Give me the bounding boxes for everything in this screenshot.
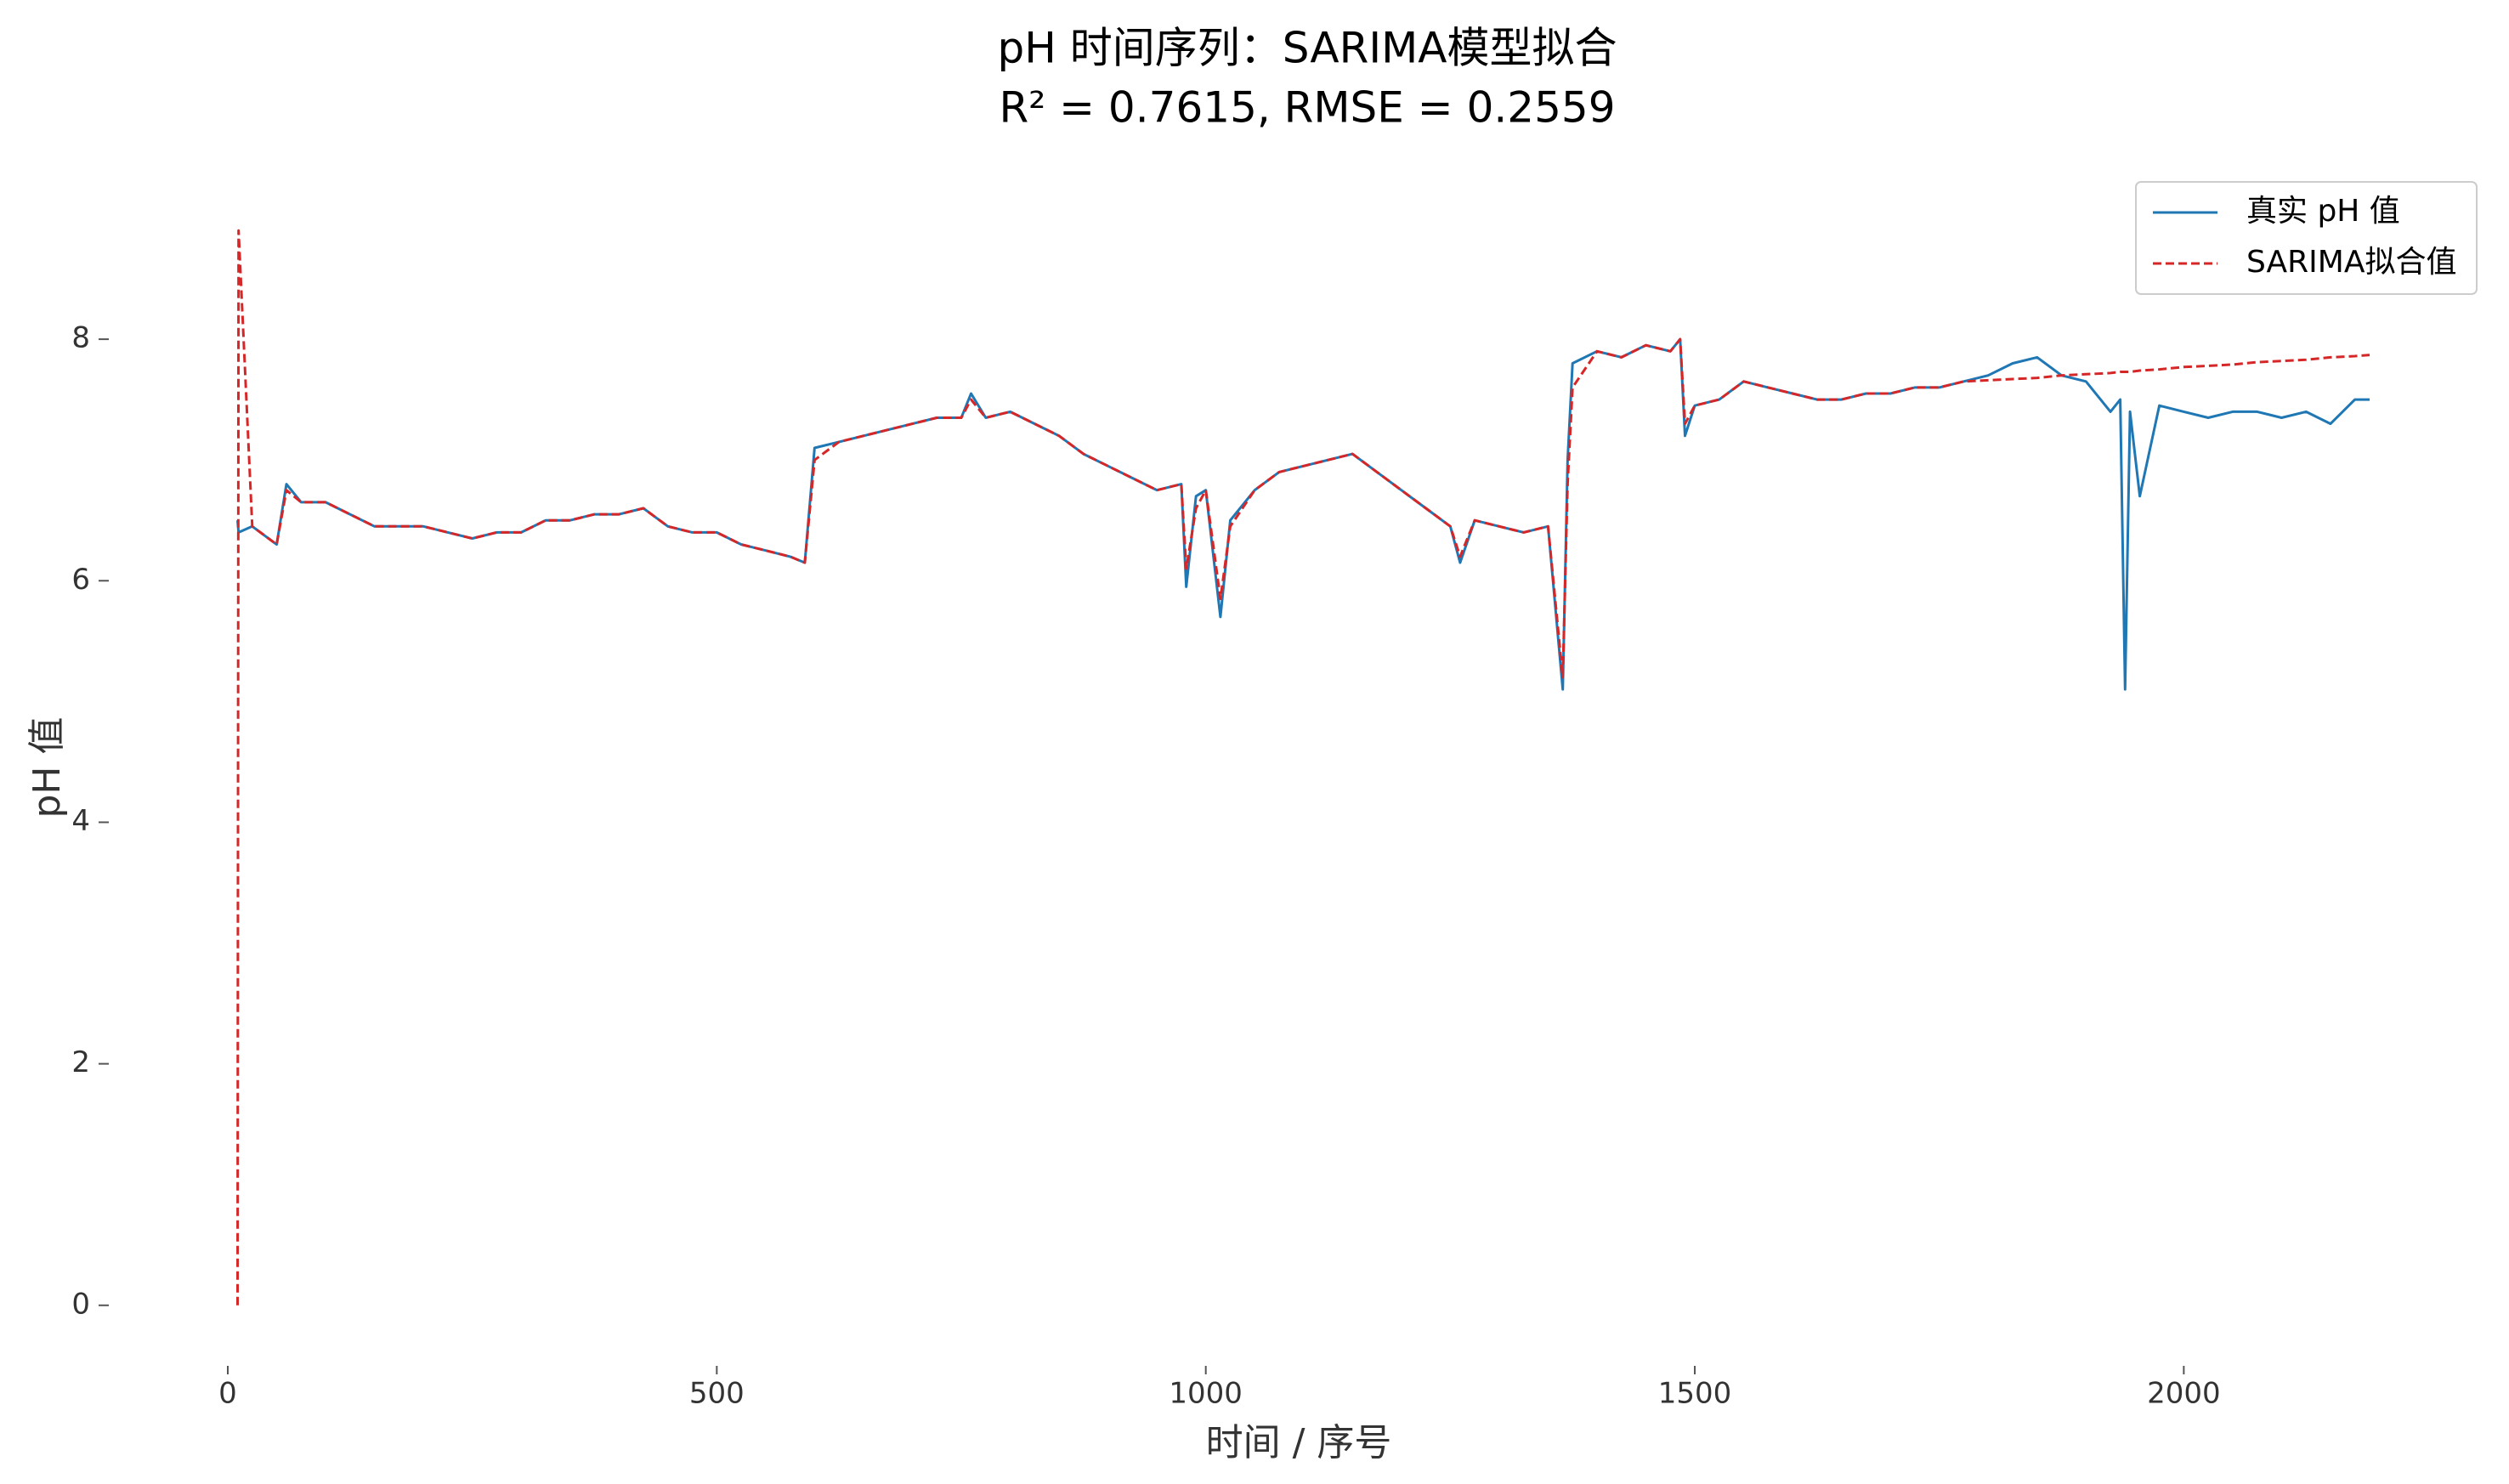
series-line <box>236 229 2370 1306</box>
x-tick-label: 1500 <box>1658 1377 1732 1411</box>
y-axis-label: pH 值 <box>25 717 69 818</box>
y-tick-label: 8 <box>71 321 90 355</box>
chart-title: pH 时间序列：SARIMA模型拟合 <box>998 24 1617 73</box>
x-tick-label: 1000 <box>1169 1377 1243 1411</box>
x-tick-label: 500 <box>689 1377 745 1411</box>
chart-subtitle: R² = 0.7615, RMSE = 0.2559 <box>999 83 1615 133</box>
series-line <box>236 337 2370 691</box>
x-tick-label: 2000 <box>2147 1377 2221 1411</box>
y-tick-label: 4 <box>71 804 90 838</box>
x-tick-label: 0 <box>218 1377 237 1411</box>
y-tick-label: 2 <box>71 1045 90 1079</box>
y-tick-label: 6 <box>71 563 90 597</box>
legend-label: SARIMA拟合值 <box>2246 245 2456 280</box>
legend-label: 真实 pH 值 <box>2246 194 2400 229</box>
legend-box <box>2135 181 2478 295</box>
y-tick-label: 0 <box>71 1287 90 1321</box>
x-axis-label: 时间 / 序号 <box>1206 1421 1392 1464</box>
